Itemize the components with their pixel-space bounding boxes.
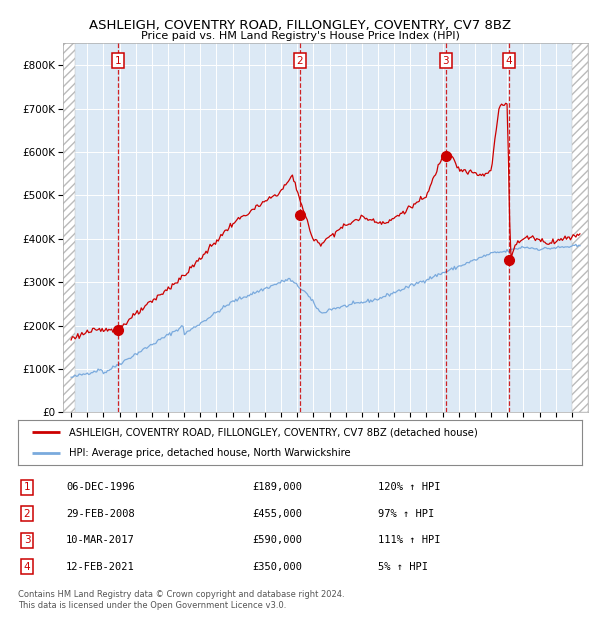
Text: 3: 3 <box>442 56 449 66</box>
Text: 4: 4 <box>506 56 512 66</box>
Text: ASHLEIGH, COVENTRY ROAD, FILLONGLEY, COVENTRY, CV7 8BZ (detached house): ASHLEIGH, COVENTRY ROAD, FILLONGLEY, COV… <box>69 427 478 438</box>
Text: 2: 2 <box>296 56 303 66</box>
Text: 120% ↑ HPI: 120% ↑ HPI <box>378 482 440 492</box>
Text: 111% ↑ HPI: 111% ↑ HPI <box>378 535 440 545</box>
Text: 2: 2 <box>23 509 31 519</box>
Text: This data is licensed under the Open Government Licence v3.0.: This data is licensed under the Open Gov… <box>18 601 286 611</box>
Text: £189,000: £189,000 <box>252 482 302 492</box>
Text: Price paid vs. HM Land Registry's House Price Index (HPI): Price paid vs. HM Land Registry's House … <box>140 31 460 41</box>
Text: ASHLEIGH, COVENTRY ROAD, FILLONGLEY, COVENTRY, CV7 8BZ: ASHLEIGH, COVENTRY ROAD, FILLONGLEY, COV… <box>89 19 511 32</box>
Text: 1: 1 <box>23 482 31 492</box>
Text: 29-FEB-2008: 29-FEB-2008 <box>66 509 135 519</box>
Text: £350,000: £350,000 <box>252 562 302 572</box>
Bar <box>572 43 588 412</box>
Text: HPI: Average price, detached house, North Warwickshire: HPI: Average price, detached house, Nort… <box>69 448 350 458</box>
Text: 06-DEC-1996: 06-DEC-1996 <box>66 482 135 492</box>
Text: £590,000: £590,000 <box>252 535 302 545</box>
Text: £455,000: £455,000 <box>252 509 302 519</box>
Text: 3: 3 <box>23 535 31 545</box>
Text: 4: 4 <box>23 562 31 572</box>
Bar <box>63 43 75 412</box>
Text: 12-FEB-2021: 12-FEB-2021 <box>66 562 135 572</box>
Text: 5% ↑ HPI: 5% ↑ HPI <box>378 562 428 572</box>
Text: 10-MAR-2017: 10-MAR-2017 <box>66 535 135 545</box>
Text: Contains HM Land Registry data © Crown copyright and database right 2024.: Contains HM Land Registry data © Crown c… <box>18 590 344 600</box>
Text: 97% ↑ HPI: 97% ↑ HPI <box>378 509 434 519</box>
Text: 1: 1 <box>115 56 122 66</box>
